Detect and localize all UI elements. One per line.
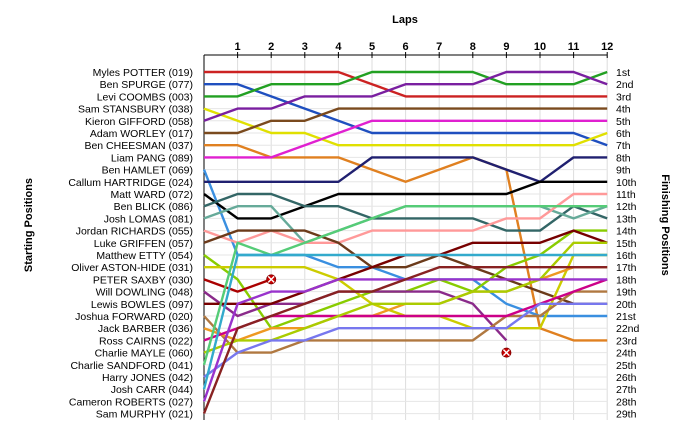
chart-grid: [203, 52, 608, 420]
series-line: [203, 290, 608, 354]
finishing-position-label: 7th: [616, 140, 631, 152]
x-tick-label: 7: [436, 41, 442, 53]
series-line: [203, 302, 608, 378]
finishing-position-label: 17th: [616, 262, 637, 274]
finishing-position-label: 21st: [616, 311, 636, 323]
series-name-label: Ben SPURGE (077): [100, 79, 193, 91]
x-tick-label: 10: [534, 41, 546, 53]
finishing-position-label: 22nd: [616, 323, 640, 335]
series-name-label: Matthew ETTY (054): [96, 250, 193, 262]
series-name-label: PETER SAXBY (030): [93, 274, 193, 286]
finishing-position-label: 3rd: [616, 91, 631, 103]
series-name-label: Ben HAMLET (069): [102, 165, 193, 177]
y-axis-title-left: Starting Positions: [23, 178, 35, 272]
series-name-label: Charlie SANDFORD (041): [70, 360, 193, 372]
x-tick-label: 2: [268, 41, 274, 53]
x-tick-label: 9: [503, 41, 509, 53]
series-line: [203, 70, 608, 122]
series-line: [204, 107, 608, 135]
finishing-position-label: 25th: [616, 360, 637, 372]
series-name-label: Jordan RICHARDS (055): [76, 226, 193, 238]
finishing-position-label: 23rd: [616, 335, 637, 347]
x-tick-label: 6: [403, 41, 409, 53]
series-lines: [202, 70, 608, 415]
finishing-position-label: 8th: [616, 152, 631, 164]
x-tick-label: 11: [568, 41, 580, 53]
series-name-label: Joshua FORWARD (020): [75, 311, 193, 323]
series-name-label: Ross CAIRNS (022): [99, 335, 193, 347]
finishing-position-label: 26th: [616, 372, 637, 384]
series-name-label: Callum HARTRIDGE (024): [68, 177, 193, 189]
series-name-label: Liam PANG (089): [111, 152, 193, 164]
series-name-label: Kieron GIFFORD (058): [85, 116, 193, 128]
x-tick-label: 12: [601, 41, 613, 53]
series-name-label: Cameron ROBERTS (027): [69, 396, 193, 408]
finishing-position-label: 28th: [616, 396, 637, 408]
finishing-position-label: 10th: [616, 177, 637, 189]
finishing-position-label: 14th: [616, 226, 637, 238]
series-name-label: Ben CHEESMAN (037): [84, 140, 193, 152]
finishing-position-label: 13th: [616, 213, 637, 225]
series-line: [203, 278, 272, 293]
x-axis-title: Laps: [392, 14, 418, 26]
retired-markers: [266, 274, 512, 358]
x-tick-labels: 1 2 3 4 5 6 7 8 9 10 11 12: [235, 41, 614, 53]
series-name-label: Charlie MAYLE (060): [95, 348, 193, 360]
x-tick-label: 8: [470, 41, 476, 53]
series-name-label: Lewis BOWLES (097): [91, 299, 193, 311]
finishing-position-label: 18th: [616, 274, 637, 286]
series-line: [204, 82, 608, 147]
series-name-label: Levi COOMBS (003): [97, 91, 193, 103]
series-name-label: Sam STANSBURY (038): [78, 104, 193, 116]
series-line: [204, 70, 608, 98]
series-line: [202, 266, 608, 415]
series-name-label: Harry JONES (042): [102, 372, 193, 384]
series-line: [204, 70, 608, 98]
series-line: [203, 180, 608, 220]
series-name-label: Sam MURPHY (021): [96, 409, 193, 421]
x-tick-label: 3: [302, 41, 308, 53]
series-name-label: Jack BARBER (036): [98, 323, 193, 335]
x-tick-label: 1: [235, 41, 241, 53]
finishing-position-label: 12th: [616, 201, 637, 213]
series-line: [203, 192, 608, 232]
finishing-position-label: 27th: [616, 384, 637, 396]
series-name-label: Josh LOMAS (081): [104, 213, 193, 225]
x-tick-label: 5: [369, 41, 375, 53]
series-line: [203, 107, 608, 147]
finishing-position-label: 9th: [616, 165, 631, 177]
finishing-position-label: 11th: [616, 189, 636, 201]
series-line: [202, 253, 608, 390]
finishing-position-labels: 1st2nd3rd4th5th6th7th8th9th10th11th12th1…: [616, 67, 640, 421]
finishing-position-label: 6th: [616, 128, 631, 140]
series-name-label: Will DOWLING (048): [96, 287, 193, 299]
finishing-position-label: 29th: [616, 409, 637, 421]
finishing-position-label: 1st: [616, 67, 630, 79]
series-name-label: Luke GRIFFEN (057): [94, 238, 193, 250]
finishing-position-label: 4th: [616, 104, 631, 116]
series-line: [203, 229, 608, 305]
y-axis-title-right: Finishing Positions: [659, 174, 671, 275]
series-name-label: Matt WARD (072): [111, 189, 193, 201]
finishing-position-label: 24th: [616, 348, 637, 360]
retired-marker: [501, 347, 512, 358]
starting-position-labels: Myles POTTER (019)Ben SPURGE (077)Levi C…: [68, 67, 193, 421]
finishing-position-label: 5th: [616, 116, 631, 128]
series-name-label: Oliver ASTON-HIDE (031): [71, 262, 193, 274]
series-name-label: Myles POTTER (019): [93, 67, 193, 79]
finishing-position-label: 20th: [616, 299, 637, 311]
finishing-position-label: 19th: [616, 287, 637, 299]
retired-marker: [266, 274, 277, 285]
x-tick-label: 4: [335, 41, 342, 53]
finishing-position-label: 2nd: [616, 79, 634, 91]
series-name-label: Josh CARR (044): [111, 384, 193, 396]
series-line: [204, 119, 608, 159]
series-name-label: Adam WORLEY (017): [90, 128, 193, 140]
series-name-label: Ben BLICK (086): [114, 201, 193, 213]
finishing-position-label: 15th: [616, 238, 637, 250]
finishing-position-label: 16th: [616, 250, 637, 262]
